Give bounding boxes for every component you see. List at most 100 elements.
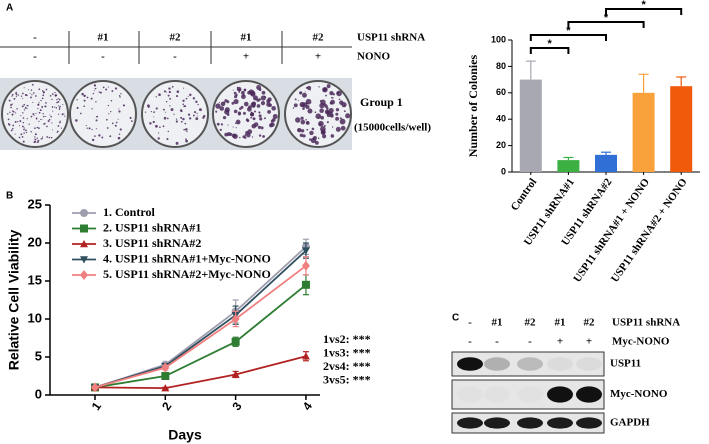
colony [115, 121, 118, 124]
colony [23, 87, 25, 89]
colony [56, 99, 58, 101]
x-tick-label: USP11 shRNA#1 + NONO [571, 176, 652, 285]
legend-label: 5. USP11 shRNA#2+Myc-NONO [103, 267, 271, 281]
marker [161, 362, 170, 373]
colony [243, 101, 249, 107]
colony [326, 106, 329, 110]
colony [81, 92, 84, 96]
colony [45, 116, 47, 118]
colony [215, 110, 218, 113]
colony [49, 114, 51, 116]
colony [302, 92, 307, 98]
header-cell: - [528, 336, 532, 348]
band-label: USP11 [610, 358, 641, 370]
colony [20, 95, 23, 97]
y-tick-label: 60 [496, 87, 506, 97]
colony [318, 120, 324, 127]
colony [302, 134, 306, 138]
colony [184, 105, 187, 108]
colony [244, 134, 247, 137]
colony [239, 136, 241, 139]
colony [27, 89, 29, 91]
colony [238, 91, 241, 93]
y-axis-label: Relative Cell Viability [6, 230, 22, 371]
marker [231, 337, 240, 346]
plate [1, 80, 69, 148]
colony [326, 121, 329, 124]
colony [152, 120, 155, 124]
colony [23, 103, 26, 106]
colony [167, 94, 170, 97]
colony [188, 117, 192, 120]
colony [336, 90, 342, 97]
colony [118, 108, 120, 110]
blot-band [484, 417, 510, 429]
header-cell: - [33, 32, 37, 44]
x-tick-label: Control [509, 176, 540, 213]
colony [26, 108, 28, 110]
colony [180, 116, 183, 119]
annotation: 1vs2: *** [323, 332, 371, 346]
header-cell: - [468, 317, 472, 329]
colony [21, 135, 24, 138]
colony [235, 93, 238, 97]
marker [301, 260, 310, 271]
colony [10, 104, 12, 106]
colony [95, 119, 98, 122]
panel-label: C [452, 313, 459, 324]
colony [129, 116, 132, 119]
colony [155, 124, 158, 128]
colony [233, 109, 238, 114]
colony [17, 121, 19, 123]
colony [120, 93, 122, 95]
header-cell: #2 [313, 32, 325, 44]
colony [144, 111, 147, 113]
colony [47, 120, 50, 123]
colony [41, 137, 44, 140]
colony [41, 97, 44, 100]
colony [48, 136, 51, 139]
significance-label: * [566, 25, 571, 37]
colony [196, 115, 198, 117]
colony [187, 113, 191, 116]
colony [36, 141, 38, 143]
colony [46, 125, 48, 128]
colony [338, 98, 341, 101]
colony [195, 117, 199, 121]
colony [11, 110, 14, 112]
error-bar [563, 156, 574, 161]
y-tick-label: 15 [28, 272, 42, 287]
colony [10, 129, 13, 132]
colony [20, 133, 23, 136]
colony [38, 101, 40, 103]
y-tick-label: 20 [28, 234, 42, 249]
colony [111, 122, 114, 125]
blot-band [547, 386, 573, 403]
colony [325, 88, 327, 90]
header-label: USP11 shRNA [612, 317, 680, 329]
band-label: Myc-NONO [610, 388, 668, 400]
colony [220, 123, 224, 126]
colony [335, 108, 340, 112]
colony [163, 90, 167, 93]
colony [331, 126, 334, 128]
colony [56, 101, 58, 104]
colony [233, 99, 239, 105]
colony [31, 83, 34, 86]
colony [170, 108, 174, 112]
colony [58, 108, 61, 111]
colony [20, 115, 22, 117]
colony [7, 113, 9, 115]
x-tick-label: USP11 shRNA#2 + NONO [609, 176, 690, 285]
colony [266, 102, 271, 107]
colony [59, 105, 61, 108]
panel-label: B [6, 191, 13, 202]
colony [93, 84, 97, 87]
significance-bracket [567, 21, 645, 28]
colony [24, 106, 27, 109]
colony [114, 87, 118, 90]
colony [180, 120, 183, 123]
colony [305, 102, 309, 105]
colony [57, 113, 60, 115]
colony [60, 127, 63, 129]
